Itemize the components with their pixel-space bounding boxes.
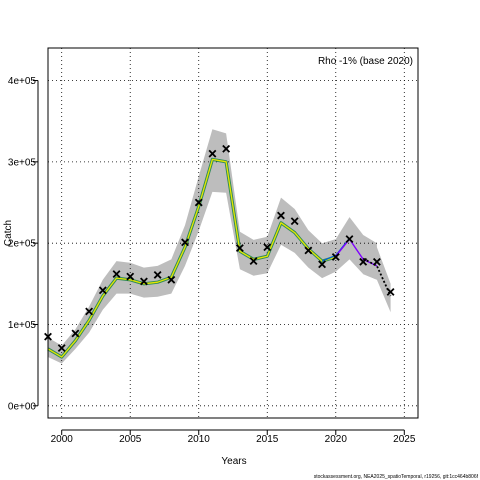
y-tick-label: 1e+05 <box>8 320 37 331</box>
x-tick-label: 2015 <box>256 434 279 445</box>
point-stroke <box>139 277 148 286</box>
point-stroke <box>181 238 189 247</box>
y-tick-label: 0e+00 <box>8 401 37 412</box>
data-point <box>235 244 244 252</box>
data-point <box>345 235 354 244</box>
point-stroke <box>290 217 299 226</box>
point-stroke <box>235 244 244 252</box>
data-point <box>386 288 395 296</box>
ci-band-1 <box>48 129 336 364</box>
data-point <box>85 307 94 316</box>
data-point <box>71 329 80 338</box>
data-point <box>167 275 176 284</box>
y-axis-title: Catch <box>3 220 14 246</box>
data-point <box>181 238 189 247</box>
point-stroke <box>208 149 217 158</box>
series-layer <box>47 157 392 359</box>
point-stroke <box>167 275 176 284</box>
ci-band-layer <box>48 129 391 364</box>
point-stroke <box>57 344 66 353</box>
data-point <box>372 257 381 266</box>
data-point <box>304 246 313 255</box>
data-point <box>139 277 148 286</box>
y-tick-label: 4e+05 <box>8 76 37 87</box>
point-stroke <box>386 288 395 296</box>
data-point <box>98 286 107 295</box>
x-axis-title: Years <box>221 456 246 467</box>
point-stroke <box>277 211 285 220</box>
point-stroke <box>304 246 313 255</box>
series-line-4 <box>362 257 392 297</box>
point-stroke <box>331 253 340 261</box>
x-tick-label: 2005 <box>119 434 142 445</box>
y-axis: 0e+00 1e+05 2e+05 3e+05 4e+05 <box>8 76 39 412</box>
data-point <box>153 270 162 279</box>
x-tick-label: 2025 <box>393 434 416 445</box>
x-axis: 2000 2005 2010 2015 2020 2025 <box>51 429 416 445</box>
data-point <box>277 211 285 220</box>
data-point <box>359 257 368 266</box>
point-stroke <box>359 257 368 266</box>
point-stroke <box>263 243 272 252</box>
data-point <box>318 260 327 269</box>
data-point <box>194 198 203 207</box>
data-point <box>126 272 135 281</box>
point-stroke <box>126 272 135 281</box>
data-point <box>222 144 231 153</box>
point-stroke <box>194 198 203 207</box>
x-tick-label: 2000 <box>51 434 74 445</box>
series-line-3 <box>335 238 378 267</box>
point-stroke <box>318 260 327 269</box>
point-stroke <box>345 235 354 244</box>
x-tick-label: 2020 <box>325 434 348 445</box>
y-tick-label: 3e+05 <box>8 157 37 168</box>
data-point <box>208 149 217 158</box>
y-tick-label: 2e+05 <box>8 239 37 250</box>
x-tick-label: 2010 <box>188 434 211 445</box>
point-stroke <box>153 270 162 279</box>
plot-frame <box>47 47 419 419</box>
data-point <box>290 217 299 226</box>
data-point <box>263 243 272 252</box>
data-point <box>331 253 340 261</box>
source-footnote: stockassessment.org, NEA2025_spatioTempo… <box>314 474 479 480</box>
grid-layer <box>48 48 418 418</box>
data-point <box>57 344 66 353</box>
point-stroke <box>112 270 121 279</box>
chart-annotation: Rho -1% (base 2020) <box>318 56 413 67</box>
ci-band-4 <box>363 243 391 313</box>
data-point <box>249 257 258 265</box>
data-point <box>112 270 121 279</box>
point-stroke <box>222 144 231 153</box>
point-stroke <box>249 257 258 265</box>
point-stroke <box>85 307 94 316</box>
point-stroke <box>71 329 80 338</box>
point-stroke <box>98 286 107 295</box>
point-stroke <box>372 257 381 266</box>
series-line-1 <box>47 158 336 358</box>
